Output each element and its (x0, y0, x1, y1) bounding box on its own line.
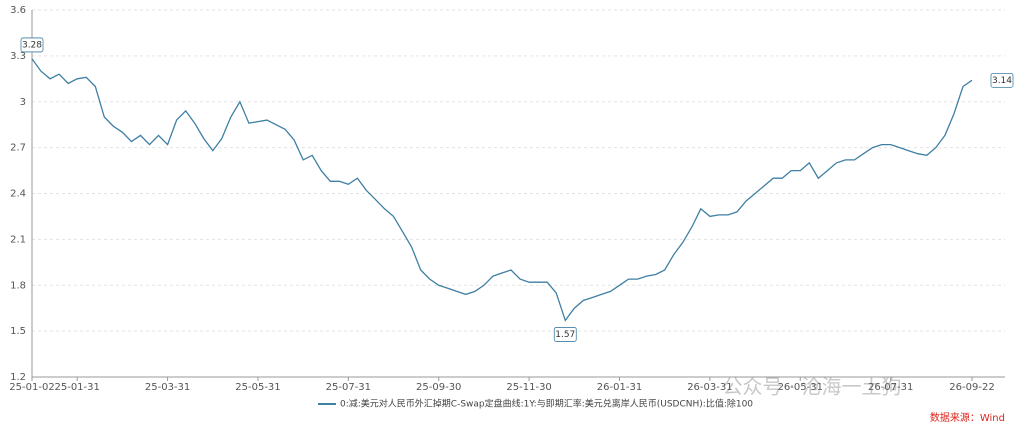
x-tick-label: 25-01-02 (9, 382, 54, 393)
y-tick-label: 3 (20, 97, 26, 108)
x-tick-label: 25-09-30 (416, 382, 461, 393)
data-label: 3.14 (992, 76, 1012, 86)
x-tick-label: 25-05-31 (235, 382, 280, 393)
x-tick-label: 26-05-31 (778, 382, 823, 393)
y-tick-label: 3.3 (10, 51, 26, 62)
series-line (31, 58, 973, 322)
x-tick-label: 26-03-31 (687, 382, 732, 393)
y-tick-label: 2.7 (10, 143, 26, 154)
y-tick-label: 1.8 (10, 280, 26, 291)
y-tick-label: 1.5 (10, 326, 26, 337)
x-tick-label: 25-11-30 (506, 382, 551, 393)
x-tick-label: 25-03-31 (145, 382, 190, 393)
x-tick-label: 25-01-31 (54, 382, 99, 393)
y-tick-label: 1.2 (10, 372, 26, 383)
legend-label: 0:减:美元对人民币外汇掉期C-Swap定盘曲线:1Y:与即期汇率:美元兑离岸人… (340, 398, 753, 410)
data-label: 1.57 (555, 330, 575, 340)
source: 数据来源：Wind (930, 411, 1005, 424)
x-tick-label: 26-09-22 (949, 382, 994, 393)
data-label-box (990, 72, 1014, 88)
y-tick-label: 2.1 (10, 234, 26, 245)
data-label: 3.28 (22, 40, 42, 50)
x-tick-label: 26-07-31 (868, 382, 913, 393)
y-tick-label: 2.4 (10, 189, 26, 200)
y-tick-label: 3.6 (10, 5, 26, 16)
data-label-box (553, 327, 577, 342)
watermark: 公众号 · 沧海一土狗 (722, 375, 901, 399)
x-tick-label: 25-07-31 (326, 382, 371, 393)
x-tick-label: 26-01-31 (597, 382, 642, 393)
data-label-box (20, 37, 44, 53)
